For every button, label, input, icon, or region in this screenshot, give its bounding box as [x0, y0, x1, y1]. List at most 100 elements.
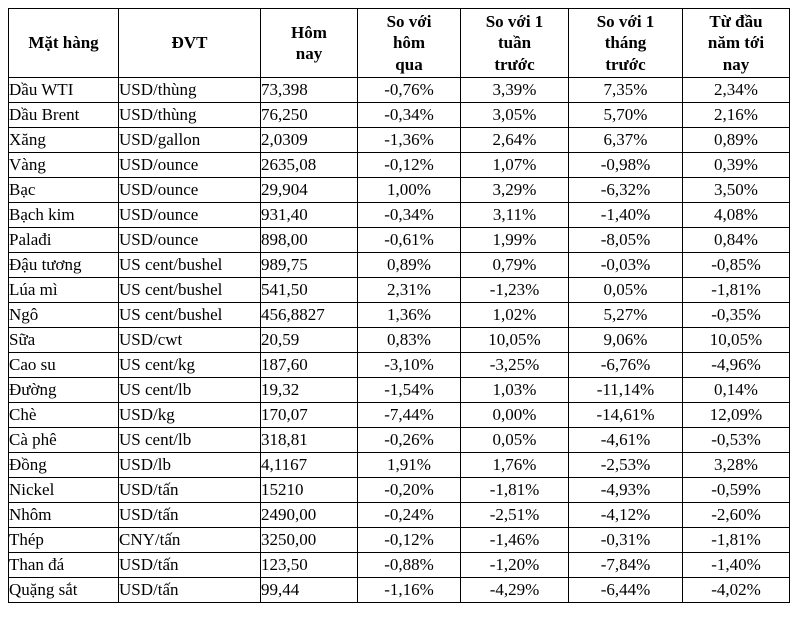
today-cell: 19,32: [260, 377, 358, 403]
vs-week-cell: 0,79%: [460, 252, 569, 278]
ytd-cell: 4,08%: [682, 202, 790, 228]
vs-yesterday-cell: -0,20%: [357, 477, 461, 503]
header-commodity: Mặt hàng: [8, 8, 119, 78]
today-cell: 76,250: [260, 102, 358, 128]
commodity-cell: Đậu tương: [8, 252, 119, 278]
table-row: Ngô US cent/bushel 456,8827 1,36% 1,02% 5,27%…: [8, 302, 790, 328]
vs-month-cell: 9,06%: [568, 327, 683, 353]
today-cell: 2490,00: [260, 502, 358, 528]
commodity-cell: Than đá: [8, 552, 119, 578]
header-vs-yesterday: So với hôm qua: [357, 8, 461, 78]
unit-cell: USD/ounce: [118, 177, 261, 203]
ytd-cell: 10,05%: [682, 327, 790, 353]
table-row: Cao su US cent/kg 187,60 -3,10% -3,25% -6,76%…: [8, 352, 790, 378]
vs-week-cell: 3,29%: [460, 177, 569, 203]
table-row: Đồng USD/lb 4,1167 1,91% 1,76% -2,53% 3,28%: [8, 452, 790, 478]
header-vs-week: So với 1 tuần trước: [460, 8, 569, 78]
today-cell: 29,904: [260, 177, 358, 203]
vs-month-cell: -0,31%: [568, 527, 683, 553]
ytd-cell: -2,60%: [682, 502, 790, 528]
unit-cell: US cent/bushel: [118, 277, 261, 303]
vs-yesterday-cell: -3,10%: [357, 352, 461, 378]
vs-week-cell: 2,64%: [460, 127, 569, 153]
unit-cell: USD/ounce: [118, 152, 261, 178]
commodity-cell: Cà phê: [8, 427, 119, 453]
unit-cell: CNY/tấn: [118, 527, 261, 553]
vs-week-cell: -1,20%: [460, 552, 569, 578]
commodity-price-table: Mặt hàng ĐVT Hôm nay So với hôm qua So v…: [8, 8, 790, 603]
table-row: Vàng USD/ounce 2635,08 -0,12% 1,07% -0,98% 0,3…: [8, 152, 790, 178]
commodity-cell: Thép: [8, 527, 119, 553]
ytd-cell: -0,53%: [682, 427, 790, 453]
table-row: Bạch kim USD/ounce 931,40 -0,34% 3,11% -1,40%…: [8, 202, 790, 228]
ytd-cell: 0,89%: [682, 127, 790, 153]
vs-yesterday-cell: -0,12%: [357, 527, 461, 553]
vs-yesterday-cell: 0,83%: [357, 327, 461, 353]
today-cell: 170,07: [260, 402, 358, 428]
ytd-cell: -0,59%: [682, 477, 790, 503]
table-row: Xăng USD/gallon 2,0309 -1,36% 2,64% 6,37% 0,89…: [8, 127, 790, 153]
vs-month-cell: 7,35%: [568, 77, 683, 103]
table-row: Nickel USD/tấn 15210 -0,20% -1,81% -4,93% -0,5…: [8, 477, 790, 503]
commodity-cell: Ngô: [8, 302, 119, 328]
vs-month-cell: -6,32%: [568, 177, 683, 203]
vs-month-cell: -4,12%: [568, 502, 683, 528]
ytd-cell: 0,84%: [682, 227, 790, 253]
vs-month-cell: -2,53%: [568, 452, 683, 478]
ytd-cell: -4,96%: [682, 352, 790, 378]
vs-month-cell: 6,37%: [568, 127, 683, 153]
vs-yesterday-cell: -0,12%: [357, 152, 461, 178]
vs-week-cell: 1,02%: [460, 302, 569, 328]
vs-week-cell: -4,29%: [460, 577, 569, 603]
ytd-cell: 3,28%: [682, 452, 790, 478]
vs-yesterday-cell: -7,44%: [357, 402, 461, 428]
header-ytd: Từ đầu năm tới nay: [682, 8, 790, 78]
unit-cell: USD/tấn: [118, 552, 261, 578]
unit-cell: US cent/kg: [118, 352, 261, 378]
table-row: Quặng sắt USD/tấn 99,44 -1,16% -4,29% -6,44% -…: [8, 577, 790, 603]
unit-cell: USD/tấn: [118, 577, 261, 603]
unit-cell: USD/thùng: [118, 77, 261, 103]
vs-month-cell: -1,40%: [568, 202, 683, 228]
header-vs-month: So với 1 tháng trước: [568, 8, 683, 78]
header-today: Hôm nay: [260, 8, 358, 78]
table-row: Đường US cent/lb 19,32 -1,54% 1,03% -11,14% 0,…: [8, 377, 790, 403]
commodity-cell: Xăng: [8, 127, 119, 153]
vs-month-cell: -6,76%: [568, 352, 683, 378]
vs-yesterday-cell: -0,34%: [357, 202, 461, 228]
vs-month-cell: -0,98%: [568, 152, 683, 178]
today-cell: 2,0309: [260, 127, 358, 153]
commodity-cell: Bạch kim: [8, 202, 119, 228]
unit-cell: US cent/bushel: [118, 252, 261, 278]
unit-cell: USD/tấn: [118, 477, 261, 503]
vs-month-cell: -4,93%: [568, 477, 683, 503]
table-row: Chè USD/kg 170,07 -7,44% 0,00% -14,61% 12,09%: [8, 402, 790, 428]
commodity-cell: Vàng: [8, 152, 119, 178]
today-cell: 4,1167: [260, 452, 358, 478]
today-cell: 99,44: [260, 577, 358, 603]
table-row: Dầu WTI USD/thùng 73,398 -0,76% 3,39% 7,35% 2,…: [8, 77, 790, 103]
ytd-cell: 3,50%: [682, 177, 790, 203]
table-row: Palađi USD/ounce 898,00 -0,61% 1,99% -8,05% 0,…: [8, 227, 790, 253]
vs-yesterday-cell: 0,89%: [357, 252, 461, 278]
vs-week-cell: 3,39%: [460, 77, 569, 103]
commodity-cell: Lúa mì: [8, 277, 119, 303]
today-cell: 187,60: [260, 352, 358, 378]
header-row: Mặt hàng ĐVT Hôm nay So với hôm qua So v…: [8, 8, 790, 78]
vs-week-cell: -3,25%: [460, 352, 569, 378]
vs-yesterday-cell: 1,00%: [357, 177, 461, 203]
vs-yesterday-cell: -0,88%: [357, 552, 461, 578]
today-cell: 20,59: [260, 327, 358, 353]
ytd-cell: -0,35%: [682, 302, 790, 328]
vs-yesterday-cell: -0,61%: [357, 227, 461, 253]
today-cell: 2635,08: [260, 152, 358, 178]
header-unit: ĐVT: [118, 8, 261, 78]
vs-week-cell: 1,76%: [460, 452, 569, 478]
today-cell: 73,398: [260, 77, 358, 103]
commodity-cell: Cao su: [8, 352, 119, 378]
today-cell: 3250,00: [260, 527, 358, 553]
vs-month-cell: -6,44%: [568, 577, 683, 603]
commodity-cell: Đồng: [8, 452, 119, 478]
vs-yesterday-cell: 1,91%: [357, 452, 461, 478]
